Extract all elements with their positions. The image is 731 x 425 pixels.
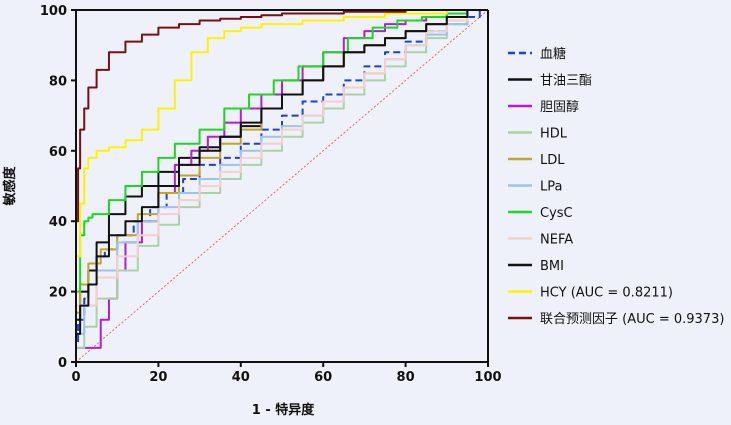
x-tick-label-0: 0 — [71, 370, 80, 385]
axes-group — [75, 9, 489, 363]
series-line-6 — [75, 9, 488, 362]
y-axis-title: 敏感度 — [2, 166, 18, 207]
legend-label-10: 联合预测因子 (AUC = 0.9373) — [540, 312, 724, 327]
y-tick-label-60: 60 — [49, 145, 67, 160]
legend-label-4: LDL — [540, 153, 565, 168]
y-tick-label-100: 100 — [40, 4, 67, 19]
series-line-8 — [75, 9, 488, 362]
legend-label-3: HDL — [540, 127, 568, 142]
legend-label-9: HCY (AUC = 0.8211) — [540, 286, 673, 301]
x-tick-label-40: 40 — [232, 370, 250, 385]
series-line-9 — [75, 9, 488, 362]
x-axis-title: 1 - 特异度 — [252, 402, 315, 418]
ticks-group: 0 20 40 60 80 100 0 20 40 60 80 100 — [40, 4, 502, 385]
x-tick-label-20: 20 — [149, 370, 167, 385]
y-tick-label-80: 80 — [49, 74, 67, 89]
legend-label-6: CysC — [540, 206, 573, 221]
legend-label-7: NEFA — [540, 233, 573, 248]
series-group — [75, 9, 488, 362]
legend-label-8: BMI — [540, 259, 564, 274]
x-tick-label-80: 80 — [397, 370, 415, 385]
series-line-10 — [75, 9, 488, 362]
y-tick-label-40: 40 — [49, 215, 67, 230]
legend-label-1: 甘油三酯 — [540, 74, 592, 89]
y-tick-label-20: 20 — [49, 286, 67, 301]
x-tick-label-100: 100 — [474, 370, 501, 385]
series-line-7 — [75, 9, 488, 362]
legend-label-5: LPa — [540, 180, 562, 195]
y-tick-label-0: 0 — [58, 356, 67, 371]
legend-label-2: 胆固醇 — [540, 99, 579, 115]
legend-label-0: 血糖 — [540, 46, 566, 62]
x-tick-label-60: 60 — [314, 370, 332, 385]
